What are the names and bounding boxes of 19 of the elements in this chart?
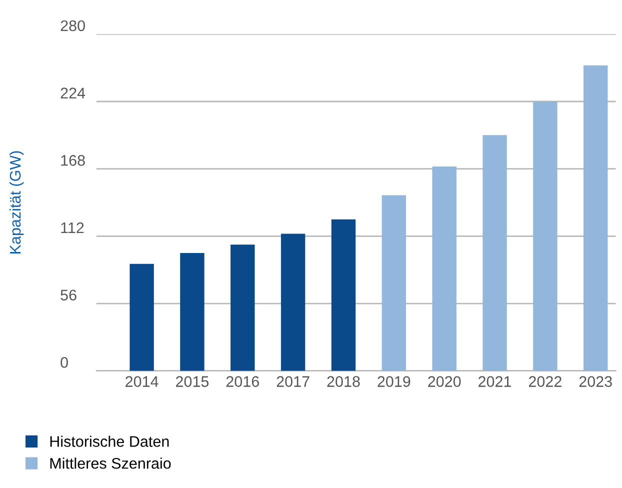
x-tick-label: 2021	[478, 376, 512, 387]
y-tick-label: 0	[60, 357, 68, 368]
x-tick-label: 2020	[428, 376, 461, 387]
y-tick-label: 224	[60, 88, 86, 98]
x-tick-label: 2017	[276, 376, 310, 387]
y-axis-title: Kapazität (GW)	[9, 151, 24, 254]
x-tick-label: 2022	[528, 376, 562, 387]
y-tick-label: 112	[61, 222, 84, 234]
legend-label: Historische Daten	[50, 436, 169, 447]
y-tick-label: 56	[60, 290, 76, 301]
y-tick-label: 168	[61, 155, 85, 166]
x-tick-label: 2019	[378, 376, 410, 387]
x-tick-label: 2016	[226, 376, 259, 387]
x-tick-label: 2023	[579, 376, 612, 387]
y-tick-label: 280	[60, 20, 85, 32]
x-tick-label: 2015	[176, 376, 209, 387]
x-tick-label: 2014	[126, 376, 158, 387]
x-tick-label: 2018	[327, 376, 360, 387]
legend-label: Mittleres Szenraio	[50, 458, 171, 469]
